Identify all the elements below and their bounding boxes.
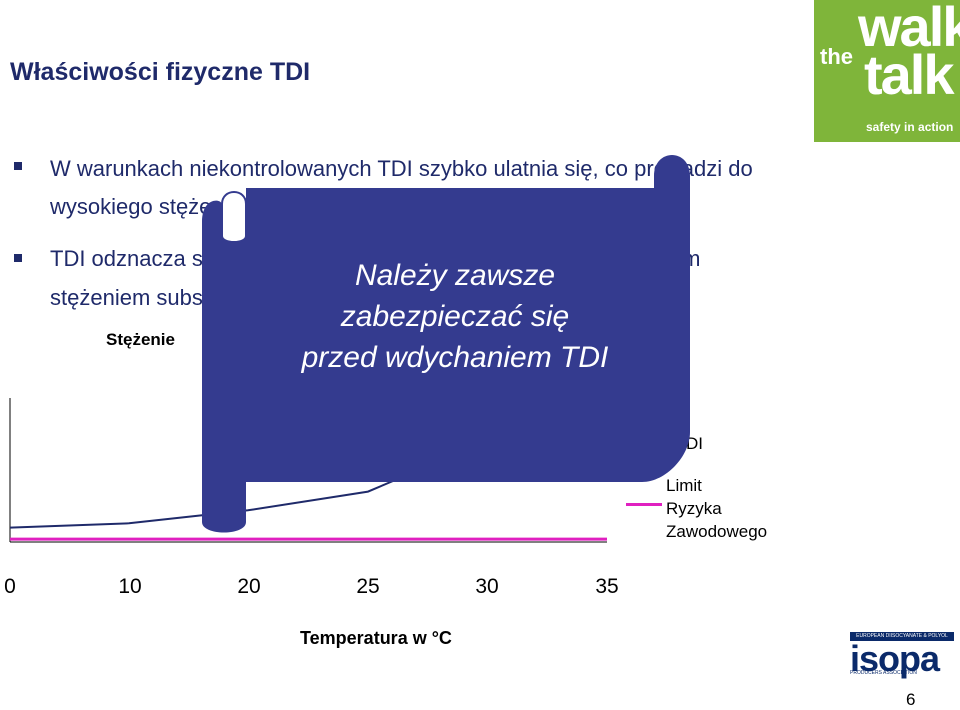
x-tick-label: 30 [475, 575, 499, 598]
callout-text: Należy zawsze zabezpieczać się przed wdy… [301, 259, 609, 374]
legend-limit-1: Limit [666, 476, 702, 495]
x-tick-label: 20 [237, 575, 261, 598]
bullet-marker [14, 162, 22, 170]
warning-scroll-callout [202, 155, 690, 533]
legend-limit-3: Zawodowego [666, 522, 768, 541]
legend-limit-swatch [626, 503, 662, 506]
x-tick-label: 0 [4, 575, 16, 598]
scroll-body [246, 155, 690, 482]
legend-limit-2: Ryzyka [666, 499, 722, 518]
slide-title: Właściwości fizyczne TDI [10, 58, 311, 86]
page-number: 6 [906, 690, 916, 709]
chart-x-label: Temperatura w °C [300, 628, 452, 648]
legend-tdi: DI [686, 434, 703, 453]
x-tick-label: 10 [118, 575, 142, 598]
scroll-curl [222, 192, 246, 242]
walk-the-talk-logo: walk the talk safety in action [814, 0, 960, 142]
isopa-logo: EUROPEAN DIISOCYANATE & POLYOL isopa PRO… [850, 632, 954, 679]
scroll-left-roll [202, 200, 246, 533]
bullet-marker [14, 254, 22, 262]
x-tick-label: 35 [595, 575, 619, 598]
bullet-1-line-1: W warunkach niekontrolowanych TDI szybko… [50, 156, 753, 181]
chart-y-label: Stężenie [106, 330, 175, 349]
x-tick-label: 25 [356, 575, 380, 598]
